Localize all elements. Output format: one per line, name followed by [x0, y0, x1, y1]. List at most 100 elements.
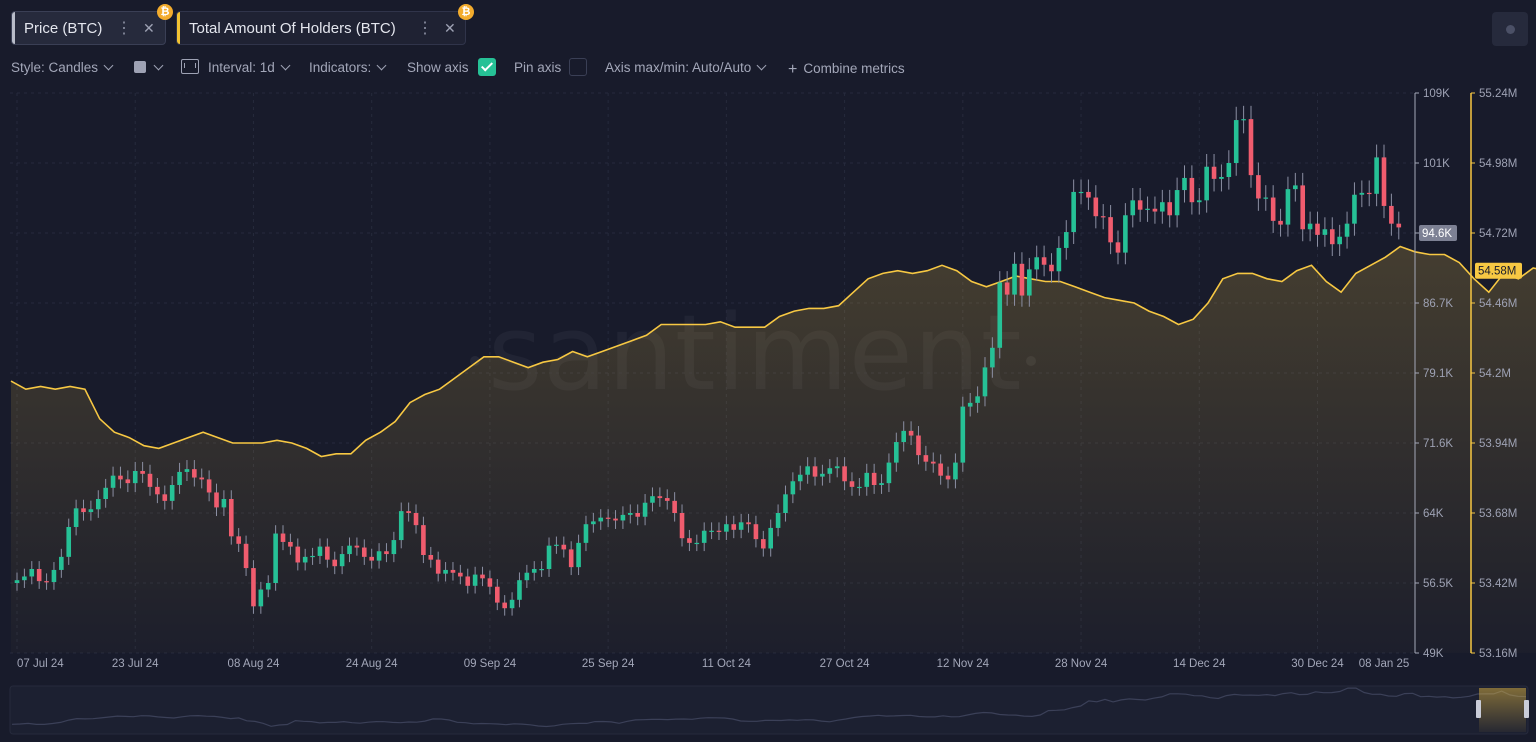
combine-metrics-button[interactable]: + Combine metrics [788, 60, 905, 78]
candle-body [1086, 191, 1091, 198]
color-square-icon[interactable] [134, 61, 146, 73]
x-tick-label: 27 Oct 24 [820, 658, 870, 670]
candle-body [480, 574, 485, 579]
candle-body [184, 469, 190, 472]
candle-body [1041, 257, 1047, 265]
candle-body [1078, 191, 1084, 194]
candle-body [435, 559, 441, 574]
options-button[interactable] [1492, 12, 1528, 46]
candle-body [1063, 232, 1069, 248]
candle [546, 537, 552, 577]
candle-body [842, 466, 847, 482]
candle [369, 548, 374, 569]
tab-price-btc[interactable]: Price (BTC) ⋮ ✕ [11, 11, 166, 45]
candle-body [1019, 263, 1025, 296]
candle [199, 468, 205, 489]
candle-body [1130, 200, 1136, 216]
tab-price-close-icon[interactable]: ✕ [143, 20, 155, 36]
candle [561, 536, 567, 558]
show-axis-checkbox[interactable] [478, 58, 496, 76]
x-tick-label: 07 Jul 24 [17, 658, 64, 670]
candle-body [709, 530, 714, 532]
candle [1226, 150, 1232, 190]
candle-body [88, 509, 94, 513]
tab-holders-more-icon[interactable]: ⋮ [417, 20, 433, 37]
navigator-price-line [11, 687, 1527, 728]
candle-body [22, 576, 27, 581]
candle-body [310, 555, 315, 558]
candle-body [295, 546, 301, 563]
candle [435, 551, 441, 582]
candle-body [1115, 242, 1121, 253]
candle-body [1359, 192, 1365, 195]
candle [871, 463, 877, 494]
candle [1063, 220, 1069, 260]
candle [1300, 172, 1306, 242]
candle [1278, 208, 1283, 237]
candle [1374, 144, 1379, 207]
x-tick-label: 28 Nov 24 [1055, 658, 1108, 670]
candle [251, 560, 256, 614]
candle-body [1270, 197, 1276, 221]
candle-body [147, 473, 153, 487]
candle [332, 551, 338, 575]
candle-body [118, 475, 123, 480]
candle [1337, 224, 1342, 256]
candle [738, 513, 744, 539]
metric-tabs: Price (BTC) ⋮ ✕ ₿ Total Amount Of Holder… [0, 0, 1536, 50]
candle [310, 547, 315, 565]
candle-body [177, 471, 182, 485]
candle [376, 543, 382, 569]
candle-body [1256, 175, 1261, 199]
pin-axis-label: Pin axis [514, 60, 562, 75]
price-tick-label: 101K [1423, 158, 1450, 170]
candle [132, 461, 138, 493]
candle-body [95, 499, 101, 510]
style-dropdown[interactable]: Style: Candles [11, 60, 114, 75]
combine-metrics-label: Combine metrics [803, 61, 905, 76]
candle-body [635, 513, 640, 517]
candle [694, 534, 700, 552]
pin-axis-checkbox[interactable] [569, 58, 587, 76]
candle [628, 504, 633, 524]
candle-body [546, 545, 552, 569]
indicators-dropdown[interactable]: Indicators: [309, 60, 387, 75]
tab-holders-close-icon[interactable]: ✕ [444, 20, 456, 36]
candle-body [1071, 191, 1076, 233]
candle-body [66, 527, 72, 557]
candle-body [1123, 215, 1128, 253]
candle-body [1329, 229, 1335, 245]
tab-total-holders[interactable]: Total Amount Of Holders (BTC) ⋮ ✕ [176, 11, 466, 45]
candle [88, 500, 94, 521]
candle-body [391, 540, 397, 555]
axis-maxmin-label: Axis max/min: Auto/Auto [605, 60, 752, 75]
candle [1100, 204, 1106, 230]
candle [443, 562, 448, 582]
candle [110, 466, 116, 497]
interval-dropdown[interactable]: Interval: 1d [208, 60, 291, 75]
candle-body [155, 486, 160, 495]
range-navigator[interactable] [9, 685, 1529, 735]
candle [605, 509, 611, 528]
candle-body [206, 479, 212, 493]
candle [288, 533, 293, 555]
candle-body [502, 602, 507, 609]
candle-body [716, 530, 722, 532]
candle [44, 573, 49, 590]
candle [302, 548, 308, 571]
candle-body [990, 347, 995, 368]
tab-price-more-icon[interactable]: ⋮ [116, 20, 132, 37]
candle [1012, 252, 1017, 306]
candle-body [140, 471, 145, 474]
candle-body [199, 477, 205, 480]
current-price-label: 94.6K [1422, 228, 1452, 240]
candle-body [531, 569, 537, 573]
axis-maxmin-dropdown[interactable]: Axis max/min: Auto/Auto [605, 60, 767, 75]
candle [1115, 230, 1121, 265]
candle [1366, 180, 1372, 207]
candle-body [524, 572, 530, 581]
candle [1137, 188, 1143, 222]
candle [480, 566, 485, 587]
candle [1396, 211, 1402, 240]
